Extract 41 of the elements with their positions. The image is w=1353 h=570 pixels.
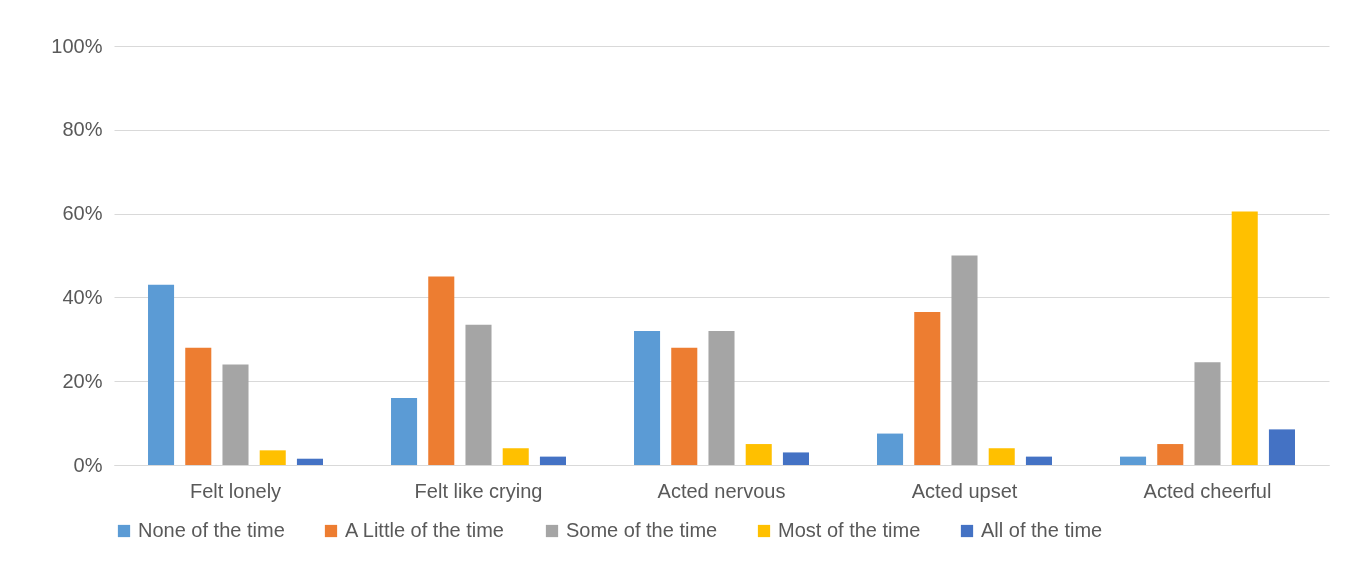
bar — [148, 284, 175, 465]
x-tick-label: Felt like crying — [414, 479, 543, 502]
bar — [391, 397, 418, 465]
bar — [914, 312, 941, 465]
y-tick-label: 0% — [73, 453, 103, 476]
bar — [1231, 211, 1258, 465]
x-tick-label: Felt lonely — [189, 479, 282, 502]
legend-label: None of the time — [138, 519, 285, 541]
legend-label: Most of the time — [778, 519, 921, 541]
bar — [708, 330, 735, 465]
bar — [634, 330, 661, 465]
bar — [782, 452, 809, 465]
bar — [671, 347, 698, 465]
bar — [951, 255, 978, 465]
bar — [502, 448, 529, 465]
bar — [1268, 429, 1295, 465]
legend-label: All of the time — [981, 519, 1103, 541]
bar — [296, 458, 323, 465]
y-tick-label: 20% — [62, 369, 103, 392]
y-tick-label: 60% — [62, 202, 103, 225]
bar — [1025, 456, 1052, 465]
legend-label: A Little of the time — [345, 519, 504, 541]
bar — [1120, 456, 1147, 465]
bar — [259, 450, 286, 465]
bar — [745, 444, 772, 465]
bar — [185, 347, 212, 465]
bar — [222, 364, 249, 465]
y-tick-label: 40% — [62, 285, 103, 308]
bar — [465, 324, 492, 465]
bar — [877, 433, 904, 465]
bar — [428, 276, 455, 465]
bar — [1157, 444, 1184, 465]
bar — [988, 448, 1015, 465]
x-tick-label: Acted nervous — [657, 479, 786, 502]
bar — [1194, 362, 1221, 465]
x-tick-label: Acted cheerful — [1143, 479, 1272, 502]
y-tick-label: 80% — [62, 118, 103, 141]
y-tick-label: 100% — [51, 34, 103, 57]
legend-label: Some of the time — [566, 519, 718, 541]
x-tick-label: Acted upset — [911, 479, 1018, 502]
bar — [539, 456, 566, 465]
